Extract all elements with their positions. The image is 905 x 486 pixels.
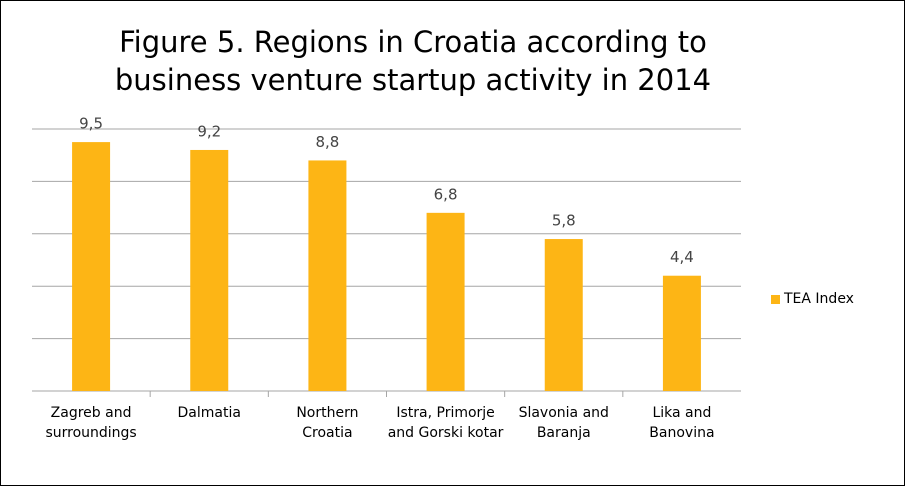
bar xyxy=(308,160,347,391)
bar xyxy=(72,142,111,391)
x-tick-label: Lika and Banovina xyxy=(649,405,715,441)
bar xyxy=(190,149,229,391)
legend-swatch xyxy=(771,294,780,304)
bar xyxy=(544,239,583,391)
value-label: 4,4 xyxy=(670,248,694,266)
value-label: 9,2 xyxy=(197,122,221,140)
bar xyxy=(662,275,701,391)
x-tick-label: Northern Croatia xyxy=(296,405,359,441)
legend-label: TEA Index xyxy=(784,291,854,307)
value-label: 6,8 xyxy=(434,185,458,203)
x-tick-label: Istra, Primorje and Gorski kotar xyxy=(387,405,504,441)
x-tick-label: Zagreb and surroundings xyxy=(45,405,137,441)
value-label: 5,8 xyxy=(552,212,576,230)
x-tick-label: Dalmatia xyxy=(177,405,241,421)
value-label: 9,5 xyxy=(79,115,103,133)
bar xyxy=(426,212,465,391)
value-label: 8,8 xyxy=(315,133,339,151)
x-tick-label: Slavonia and Baranja xyxy=(518,405,609,441)
chart-title: Figure 5. Regions in Croatia according t… xyxy=(114,25,712,97)
legend: TEA Index xyxy=(771,291,854,307)
